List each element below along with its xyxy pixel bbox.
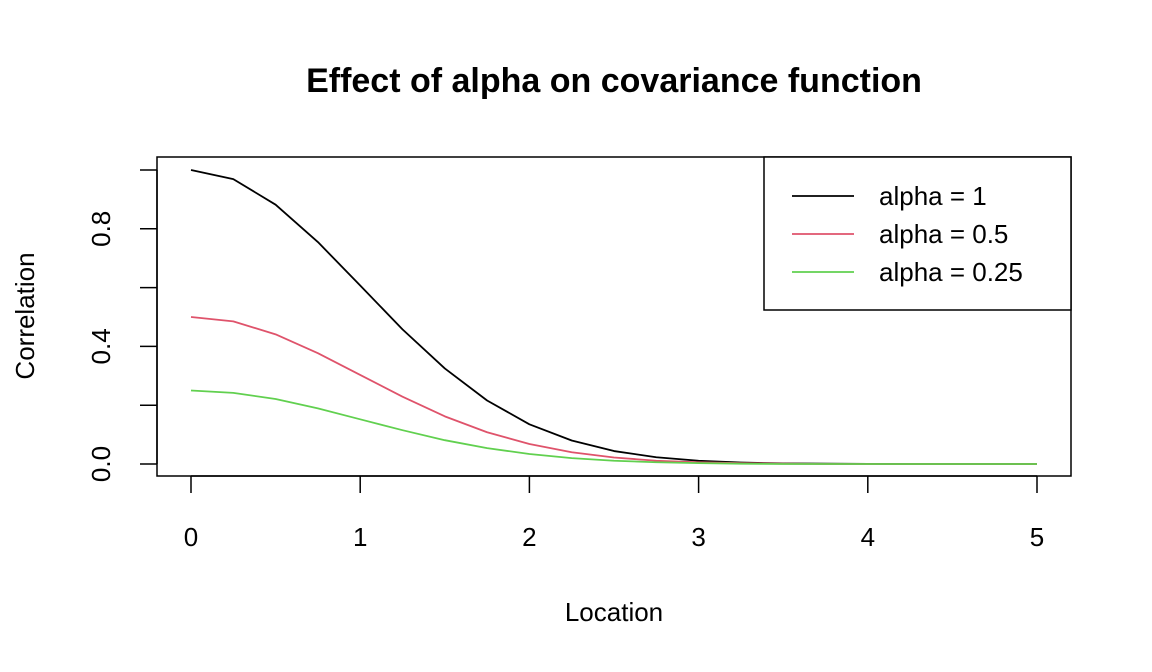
x-axis: 0 1 2 3 4 5 (184, 475, 1044, 552)
y-axis: 0.0 0.4 0.8 (86, 169, 158, 482)
x-tick-label: 5 (1030, 522, 1044, 552)
x-tick-label: 3 (691, 522, 705, 552)
x-tick-label: 4 (861, 522, 875, 552)
x-tick-label: 1 (353, 522, 367, 552)
legend-label-1: alpha = 1 (879, 181, 987, 211)
plot-lines (190, 169, 1037, 465)
x-tick-label: 2 (522, 522, 536, 552)
series-line-3 (190, 389, 1037, 465)
x-axis-title: Location (565, 597, 663, 627)
series-line-2 (190, 316, 1037, 465)
y-tick-label: 0.4 (86, 328, 116, 364)
y-tick-label: 0.0 (86, 446, 116, 482)
chart-title: Effect of alpha on covariance function (306, 62, 922, 100)
y-tick-label: 0.8 (86, 211, 116, 247)
x-tick-label: 0 (184, 522, 198, 552)
y-axis-title: Correlation (10, 252, 40, 379)
legend-label-2: alpha = 0.5 (879, 219, 1008, 249)
legend-label-3: alpha = 0.25 (879, 257, 1023, 287)
legend: alpha = 1 alpha = 0.5 alpha = 0.25 (763, 156, 1072, 311)
